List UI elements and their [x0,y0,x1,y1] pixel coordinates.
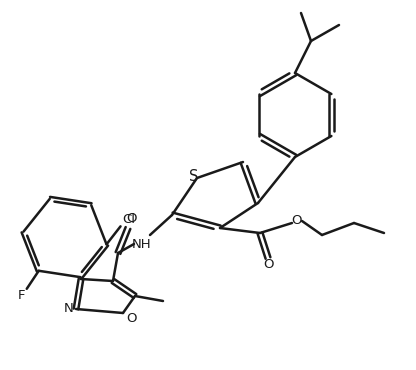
Text: O: O [126,312,136,324]
Text: Cl: Cl [122,213,135,226]
Text: S: S [189,168,199,184]
Text: F: F [18,289,25,302]
Text: N: N [64,302,74,314]
Text: O: O [126,212,136,225]
Text: O: O [292,213,302,226]
Text: NH: NH [132,238,152,250]
Text: O: O [264,259,274,272]
